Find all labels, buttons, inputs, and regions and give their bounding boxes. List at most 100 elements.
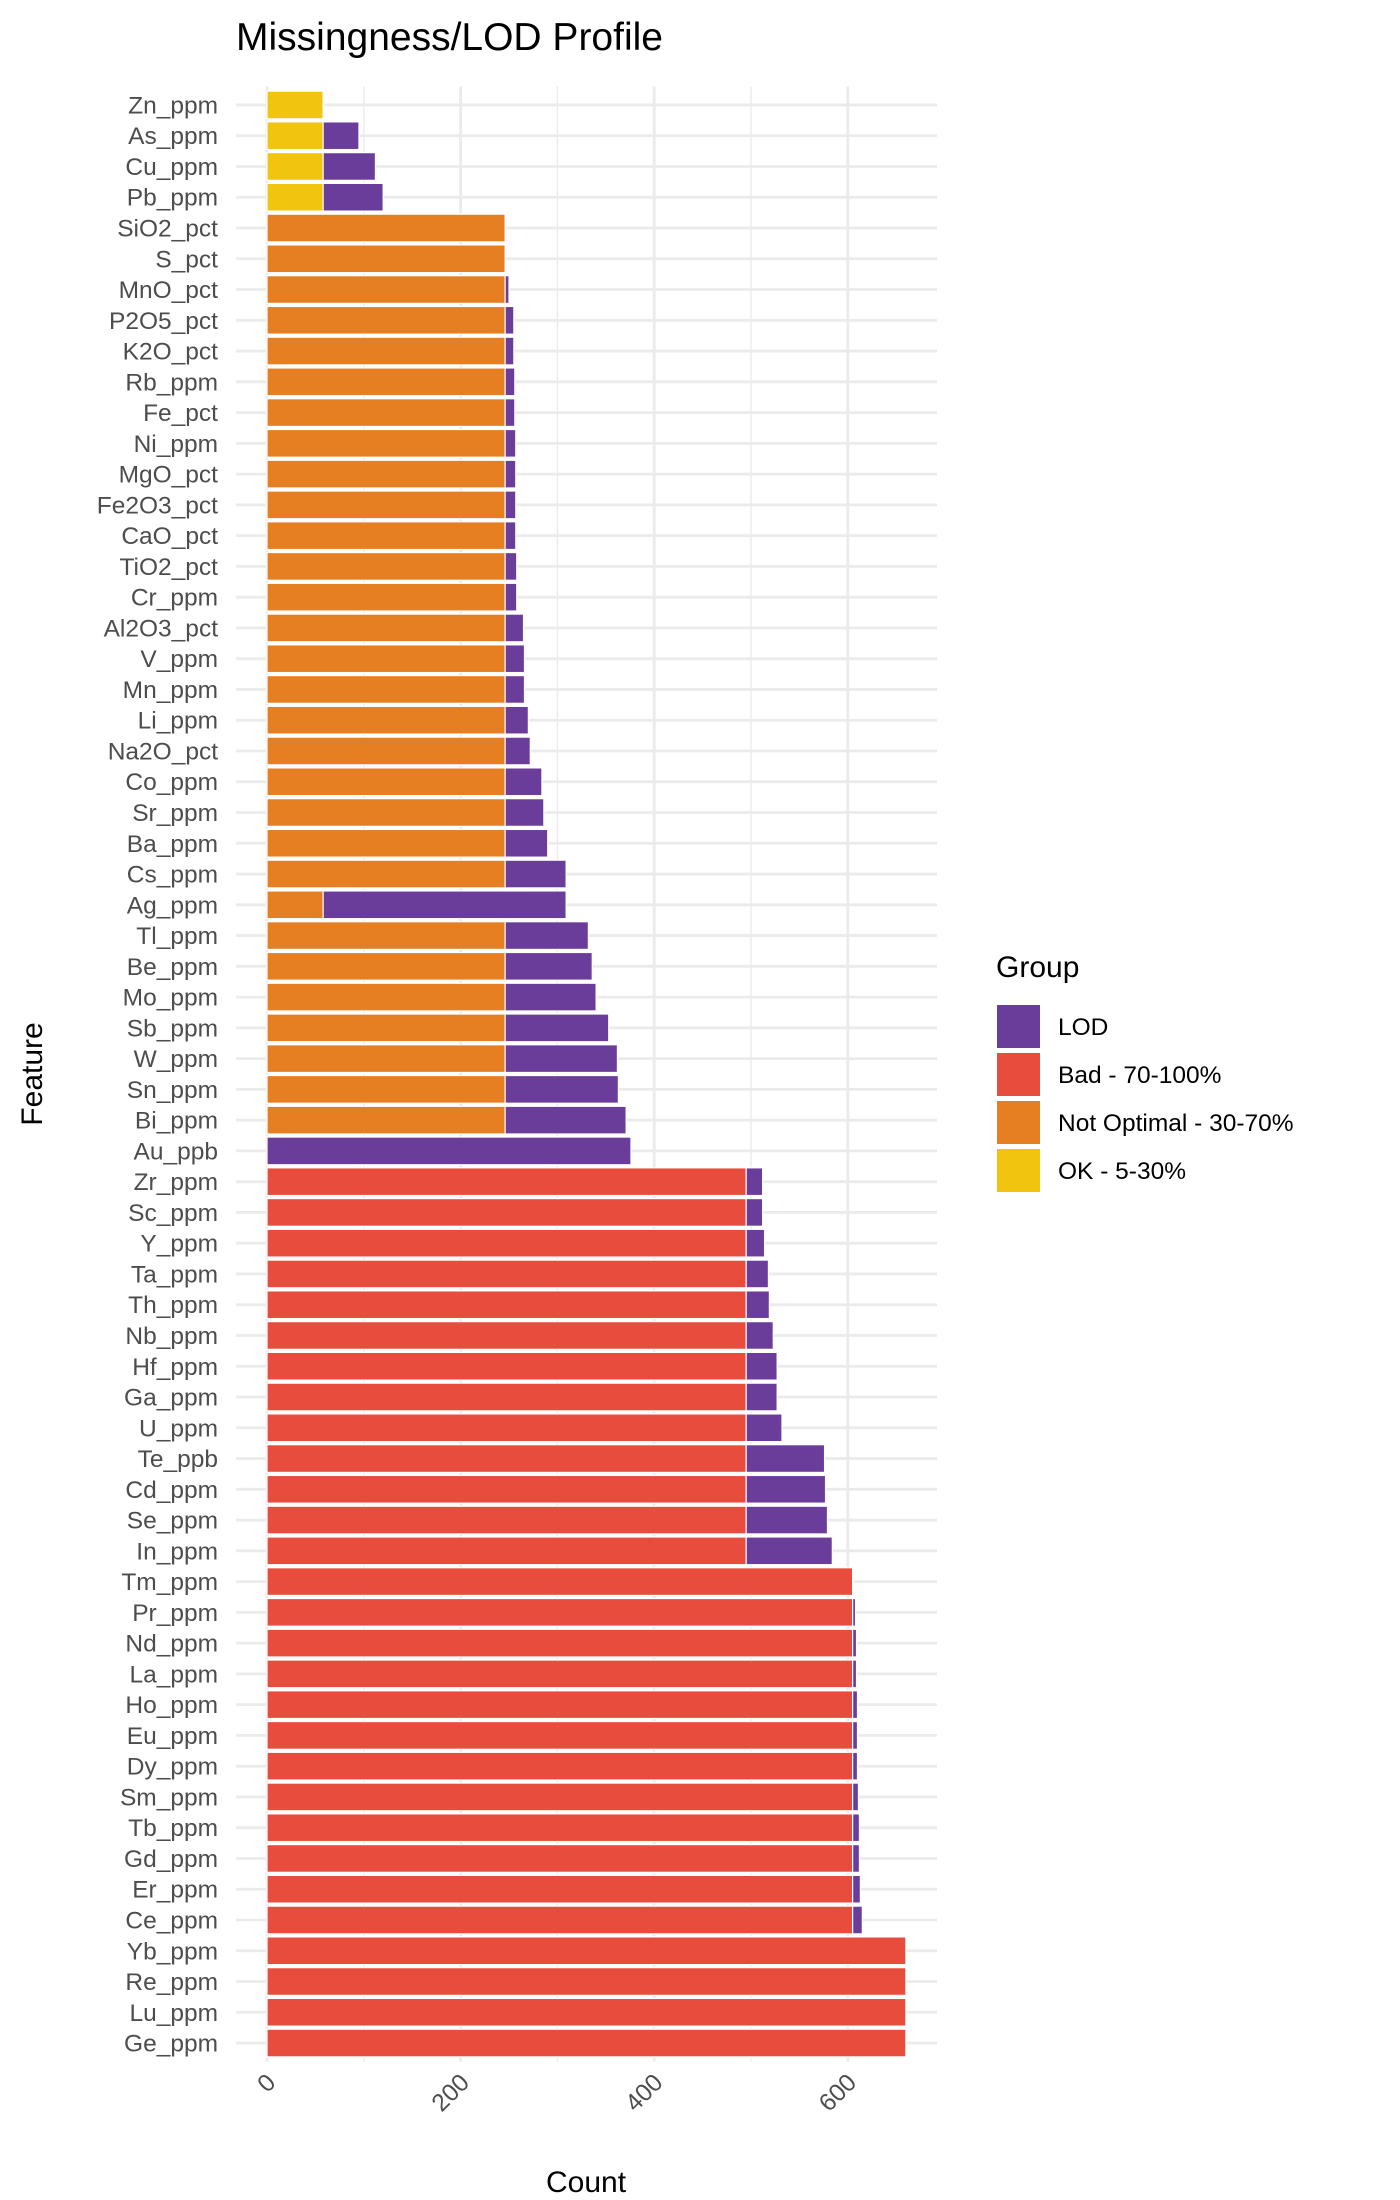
- x-tick-label: 400: [620, 2069, 668, 2117]
- y-tick-label: Co_ppm: [125, 769, 218, 796]
- bar-segment-lod: [504, 367, 516, 397]
- bar-segment-lod: [745, 1259, 770, 1289]
- bar-segment-bad: [266, 1167, 747, 1197]
- x-axis-title: Count: [546, 2166, 627, 2199]
- bar-segment-lod: [745, 1197, 764, 1227]
- bar-segment-lod: [322, 121, 360, 151]
- bar-segment-lod: [745, 1167, 764, 1197]
- legend-label: OK - 5-30%: [1058, 1158, 1186, 1185]
- bar-segment-lod: [504, 336, 515, 366]
- bar-segment-lod: [504, 398, 516, 428]
- bar-segment-lod: [504, 428, 517, 458]
- bar-segment-lod: [504, 828, 549, 858]
- bar-segment-bad: [266, 1690, 854, 1720]
- y-tick-label: Eu_ppm: [127, 1723, 218, 1750]
- bar-segment-lod: [852, 1567, 855, 1597]
- bar-segment-bad: [266, 1413, 747, 1443]
- bars: [266, 90, 907, 2058]
- y-tick-label: Yb_ppm: [127, 1938, 218, 1965]
- bar-segment-notoptimal: [266, 367, 506, 397]
- bar-segment-lod: [322, 152, 377, 181]
- bar-segment-notoptimal: [266, 767, 506, 797]
- bar-segment-notoptimal: [266, 890, 324, 920]
- y-tick-label: Te_ppb: [138, 1446, 218, 1473]
- bar-segment-bad: [266, 1751, 854, 1781]
- bar-segment-lod: [852, 1813, 861, 1843]
- bar-segment-notoptimal: [266, 798, 506, 827]
- bar-segment-lod: [504, 798, 545, 827]
- bar-segment-lod: [852, 1628, 858, 1658]
- bar-segment-lod: [504, 951, 593, 981]
- bar-segment-notoptimal: [266, 305, 506, 335]
- bar-segment-lod: [504, 459, 517, 489]
- bar-segment-bad: [266, 1197, 747, 1227]
- bar-segment-bad: [266, 1567, 854, 1597]
- bar-segment-lod: [852, 1720, 859, 1750]
- bar-segment-notoptimal: [266, 490, 506, 520]
- y-tick-label: Zr_ppm: [134, 1169, 218, 1196]
- chart-title: Missingness/LOD Profile: [236, 16, 663, 59]
- bar-segment-bad: [266, 1259, 747, 1289]
- bar-segment-bad: [266, 1474, 747, 1504]
- bar-segment-bad: [266, 1628, 854, 1658]
- bar-segment-bad: [266, 1720, 854, 1750]
- bar-segment-bad: [266, 1444, 747, 1473]
- bar-segment-notoptimal: [266, 859, 506, 889]
- bar-segment-lod: [504, 305, 515, 335]
- y-tick-label: Be_ppm: [127, 954, 218, 981]
- y-tick-label: Lu_ppm: [129, 2000, 218, 2027]
- bar-segment-ok: [266, 121, 324, 151]
- bar-segment-notoptimal: [266, 982, 506, 1012]
- y-tick-label: Bi_ppm: [135, 1108, 218, 1135]
- y-tick-label: Tl_ppm: [136, 923, 218, 950]
- legend-key-ok: [997, 1149, 1040, 1192]
- bar-segment-bad: [266, 1505, 747, 1535]
- bar-segment-bad: [266, 1382, 747, 1412]
- bar-segment-lod: [504, 613, 525, 643]
- y-tick-label: Dy_ppm: [127, 1754, 218, 1781]
- bar-segment-lod: [266, 1136, 632, 1166]
- y-tick-label: Fe_pct: [143, 400, 218, 427]
- bar-segment-ok: [266, 152, 324, 181]
- y-tick-label: Cr_ppm: [131, 585, 218, 612]
- bar-segment-notoptimal: [266, 551, 506, 581]
- y-tick-label: Pb_ppm: [127, 185, 218, 212]
- y-tick-label: W_ppm: [134, 1046, 218, 1073]
- bar-segment-lod: [745, 1228, 766, 1258]
- bar-segment-notoptimal: [266, 275, 506, 304]
- bar-segment-lod: [745, 1505, 829, 1535]
- y-tick-label: In_ppm: [136, 1538, 218, 1565]
- legend-key-bad: [997, 1053, 1040, 1096]
- y-tick-label: Y_ppm: [140, 1231, 218, 1258]
- legend-key-lod: [997, 1005, 1040, 1048]
- bar-segment-notoptimal: [266, 1105, 506, 1135]
- bar-segment-notoptimal: [266, 921, 506, 951]
- bar-segment-lod: [504, 675, 526, 704]
- y-tick-label: Re_ppm: [125, 1969, 218, 1996]
- y-tick-label: S_pct: [155, 246, 218, 273]
- y-tick-label: Sr_ppm: [132, 800, 218, 827]
- legend-key-notoptimal: [997, 1101, 1040, 1144]
- legend: Group LOD Bad - 70-100% Not Optimal - 30-7…: [996, 951, 1294, 1192]
- bar-segment-notoptimal: [266, 736, 506, 766]
- bar-segment-lod: [745, 1382, 778, 1412]
- legend-label: Not Optimal - 30-70%: [1058, 1110, 1294, 1137]
- legend-label: LOD: [1058, 1014, 1108, 1041]
- bar-segment-lod: [745, 1290, 770, 1320]
- bar-segment-lod: [504, 859, 567, 889]
- y-tick-label: Sb_ppm: [127, 1015, 218, 1042]
- bar-segment-lod: [745, 1321, 774, 1350]
- bar-segment-notoptimal: [266, 644, 506, 674]
- y-tick-label: Tb_ppm: [128, 1815, 218, 1842]
- bar-segment-lod: [852, 1905, 863, 1935]
- bar-segment-lod: [504, 551, 518, 581]
- y-tick-label: Tm_ppm: [121, 1569, 218, 1596]
- y-tick-label: TiO2_pct: [120, 554, 219, 581]
- bar-segment-lod: [852, 1751, 859, 1781]
- bar-segment-bad: [266, 1967, 907, 1996]
- y-tick-label: Li_ppm: [138, 708, 218, 735]
- bar-segment-notoptimal: [266, 459, 506, 489]
- y-tick-label: Sn_ppm: [127, 1077, 218, 1104]
- bar-segment-bad: [266, 1813, 854, 1843]
